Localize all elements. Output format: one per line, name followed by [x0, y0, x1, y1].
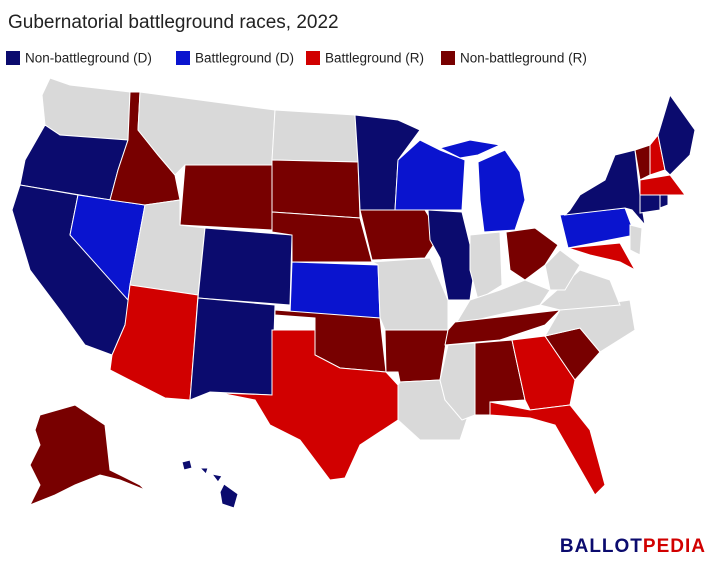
legend-swatch — [6, 51, 20, 65]
state — [181, 459, 193, 471]
legend-swatch — [176, 51, 190, 65]
legend-label: Battleground (D) — [195, 51, 294, 66]
state — [659, 194, 669, 209]
state — [197, 227, 293, 306]
state — [639, 174, 686, 196]
state — [271, 159, 361, 219]
logo-part: PEDIA — [643, 536, 706, 557]
state — [384, 329, 449, 383]
states — [11, 77, 696, 509]
title: Gubernatorial battleground races, 2022 — [8, 12, 339, 33]
state — [477, 149, 526, 233]
state — [444, 309, 562, 346]
state — [543, 299, 636, 353]
state — [219, 483, 239, 509]
legend-label: Battleground (R) — [325, 51, 424, 66]
state — [28, 404, 146, 506]
state — [219, 329, 399, 481]
state — [271, 109, 359, 163]
state — [427, 209, 476, 301]
state — [489, 401, 606, 496]
state — [629, 224, 643, 256]
state — [210, 473, 223, 483]
state — [567, 242, 637, 272]
legend-label: Non-battleground (D) — [25, 51, 152, 66]
legend-label: Non-battleground (R) — [460, 51, 587, 66]
state — [544, 249, 581, 291]
state — [41, 77, 131, 141]
state — [189, 297, 276, 401]
state — [438, 139, 502, 159]
state — [657, 93, 696, 176]
state — [289, 261, 381, 319]
state — [639, 194, 661, 214]
legend: Non-battleground (D) Battleground (D) Batt… — [6, 51, 587, 66]
legend-swatch — [441, 51, 455, 65]
state — [198, 467, 209, 475]
state — [179, 164, 273, 231]
logo: BALLOTPEDIA — [560, 536, 706, 557]
logo-part: BALLOT — [560, 536, 643, 557]
state — [394, 139, 466, 211]
state — [370, 257, 449, 331]
legend-swatch — [306, 51, 320, 65]
state — [469, 231, 503, 301]
